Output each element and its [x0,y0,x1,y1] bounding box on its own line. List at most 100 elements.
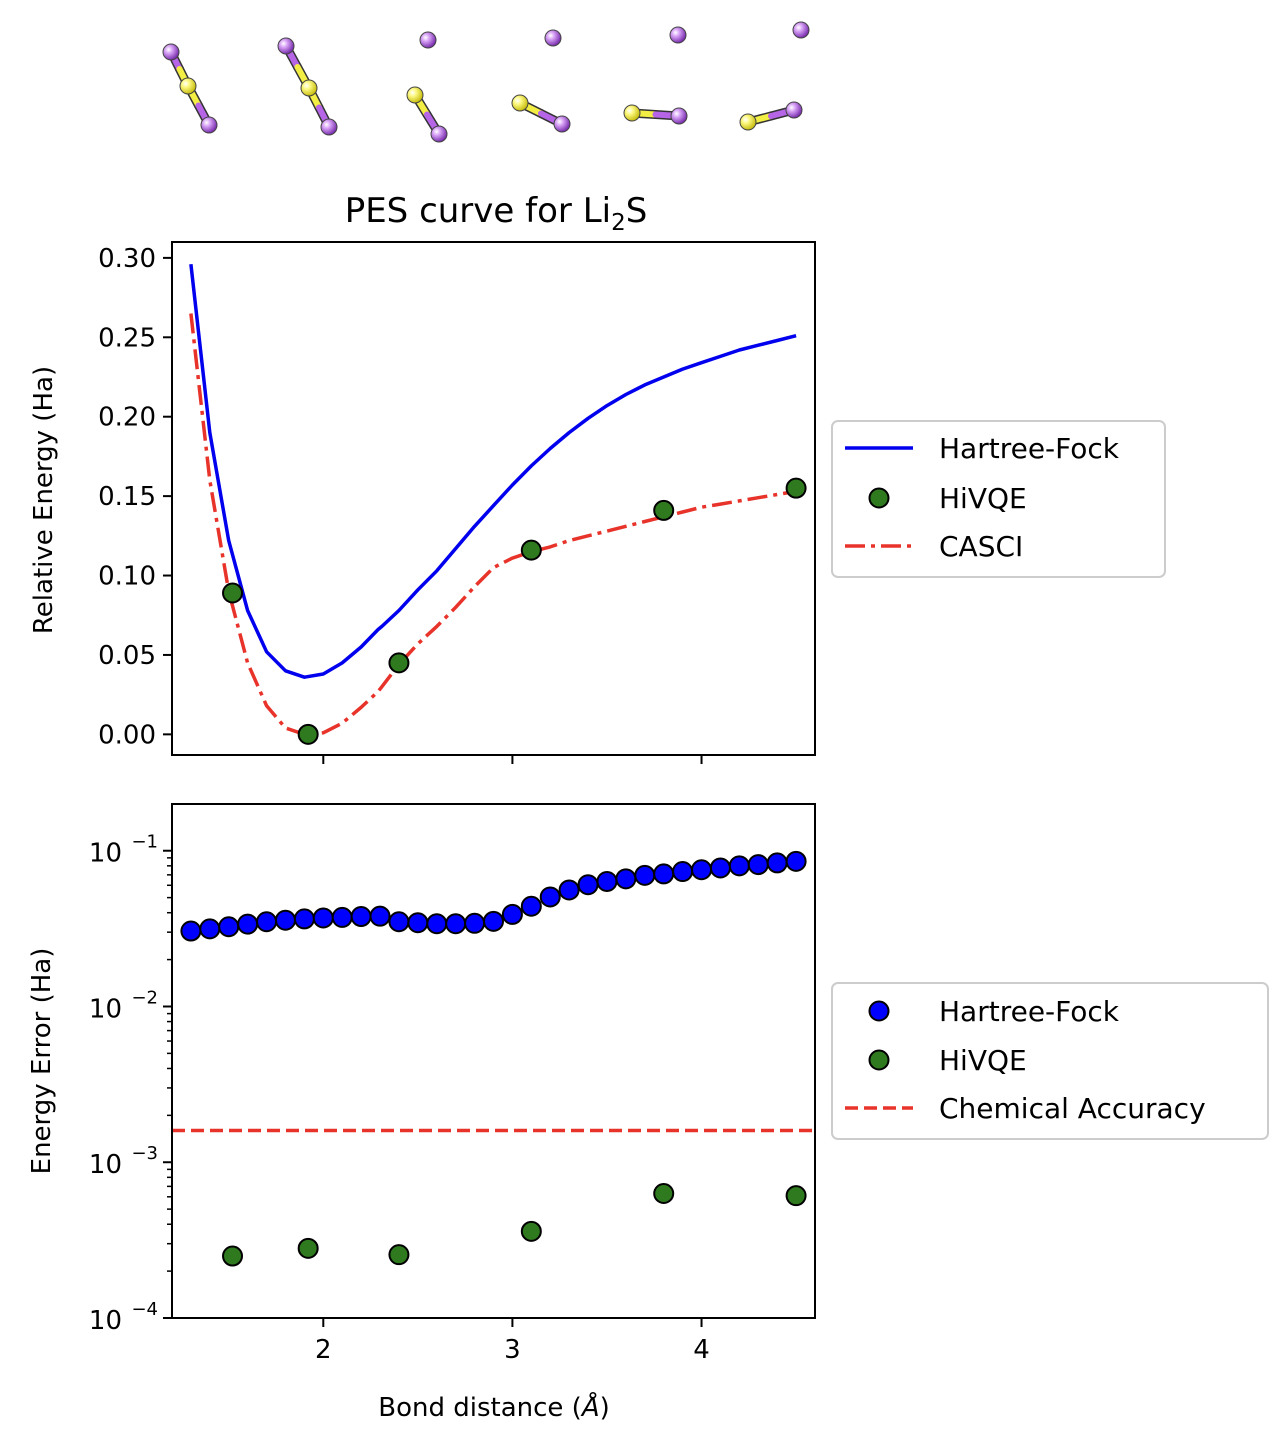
lithium-atom [430,125,448,143]
legend-label-hartree-fock: Hartree-Fock [939,432,1120,465]
hivqe-point [222,1245,244,1267]
y-tick-label: 10 [89,839,122,869]
hivqe-point [520,539,542,561]
y-tick-label: 10 [89,1306,122,1336]
y-tick-label: 10 [89,994,122,1024]
lithium-atom [553,115,571,133]
hartree-fock-point [747,854,769,876]
y-tick-exponent: −2 [131,987,158,1008]
hartree-fock-point [634,864,656,886]
hartree-fock-point [445,913,467,935]
plot-frame [171,803,816,1319]
y-tick-exponent: −4 [131,1299,158,1320]
lithium-atom [544,29,562,47]
hartree-fock-point [596,870,618,892]
hivqe-point [297,723,319,745]
hartree-fock-point [407,912,429,934]
hartree-fock-point [615,868,637,890]
hartree-fock-point [672,861,694,883]
plot-frame [171,241,816,756]
hartree-fock-point [709,857,731,879]
lithium-atom [277,37,295,55]
legend-marker-hivqe [868,487,890,509]
hartree-fock-point [501,903,523,925]
hartree-fock-point [256,911,278,933]
hartree-fock-point [558,879,580,901]
hivqe-point [785,1185,807,1207]
casci-line [189,313,797,737]
lithium-atom [785,101,803,119]
hartree-fock-point [728,855,750,877]
hivqe-point [653,499,675,521]
lithium-atom [670,107,688,125]
hartree-fock-point [426,913,448,935]
y-axis-label: Relative Energy (Ha) [29,366,59,634]
legend-marker-hartree-fock [868,1000,890,1022]
hivqe-point [222,582,244,604]
li2s-molecule [162,43,218,134]
hivqe-point [388,1244,410,1266]
hivqe-point [297,1237,319,1259]
pes-chart: PES curve for Li2S Relative Energy (Ha) … [29,191,1166,764]
y-tick-label: 0.10 [98,562,156,592]
hartree-fock-point [180,920,202,942]
hivqe-point [520,1220,542,1242]
y-tick-label: 0.30 [98,244,156,274]
hartree-fock-point [237,913,259,935]
x-tick-label: 4 [693,1335,710,1365]
legend: Hartree-Fock HiVQE Chemical Accuracy [831,982,1269,1140]
li2s-molecule [406,31,448,143]
hartree-fock-point [274,909,296,931]
y-axis-label: Energy Error (Ha) [27,948,57,1175]
hartree-fock-point [520,895,542,917]
y-tick-label: 10 [89,1150,122,1180]
x-tick-label: 3 [504,1335,521,1365]
y-tick-exponent: −1 [131,832,158,853]
sulfur-atom [406,86,424,104]
lithium-atom [792,21,810,39]
sulfur-atom [739,113,757,131]
li2s-molecule [623,26,688,125]
hartree-fock-point [293,908,315,930]
y-tick-label: 0.25 [98,323,156,353]
y-tick-label: 0.20 [98,403,156,433]
hartree-fock-point [785,850,807,872]
lithium-atom [669,26,687,44]
legend-label-casci: CASCI [939,530,1023,563]
y-tick-label: 0.00 [98,720,156,750]
hartree-fock-point [312,907,334,929]
hartree-fock-point [483,910,504,932]
legend-label-hivqe: HiVQE [939,1044,1027,1077]
hivqe-point [653,1182,675,1204]
legend-label-chemical-accuracy: Chemical Accuracy [939,1092,1206,1125]
lithium-atom [162,43,180,61]
hartree-fock-point [350,906,372,928]
hartree-fock-point [218,916,240,938]
li2s-molecule [739,21,810,131]
legend-label-hivqe: HiVQE [939,482,1027,515]
hartree-fock-line [189,264,797,679]
legend: Hartree-Fock HiVQE CASCI [831,420,1166,578]
y-tick-label: 0.05 [98,641,156,671]
hartree-fock-point [577,874,599,896]
hivqe-point [785,477,807,499]
hartree-fock-point [331,906,353,928]
chart-title: PES curve for Li2S [345,191,648,236]
hartree-fock-point [539,886,561,908]
hartree-fock-point [691,859,713,881]
hartree-fock-point [388,911,410,933]
legend-label-hartree-fock: Hartree-Fock [939,995,1120,1028]
hartree-fock-point [766,852,788,874]
hartree-fock-point [464,912,486,934]
hartree-fock-point [653,863,675,885]
legend-marker-hivqe [868,1049,890,1071]
molecule-strip [162,21,810,143]
li2s-molecule [277,37,338,136]
x-tick-label: 2 [315,1335,332,1365]
sulfur-atom [300,79,318,97]
hivqe-point [388,652,410,674]
x-axis-label: Bond distance (Å) [378,1391,610,1423]
hartree-fock-point [199,918,221,940]
y-tick-label: 0.15 [98,482,156,512]
